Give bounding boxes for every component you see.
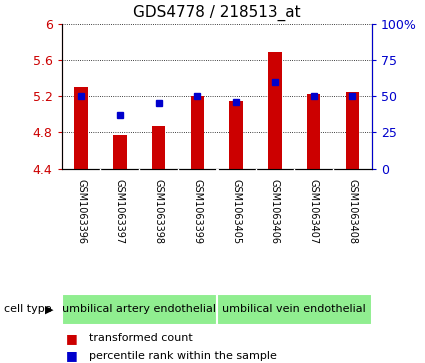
Text: umbilical vein endothelial: umbilical vein endothelial: [222, 305, 366, 314]
Bar: [62, 294, 217, 325]
Text: GSM1063397: GSM1063397: [115, 179, 125, 244]
Text: GSM1063407: GSM1063407: [309, 179, 319, 244]
Title: GDS4778 / 218513_at: GDS4778 / 218513_at: [133, 5, 300, 21]
Bar: [217, 294, 372, 325]
Bar: [113, 135, 127, 169]
Text: transformed count: transformed count: [89, 333, 193, 343]
Text: ■: ■: [66, 349, 78, 362]
Bar: [74, 87, 88, 169]
Bar: [268, 52, 282, 169]
Text: percentile rank within the sample: percentile rank within the sample: [89, 351, 277, 361]
Text: GSM1063399: GSM1063399: [193, 179, 202, 244]
Text: ▶: ▶: [45, 305, 53, 314]
Text: GSM1063406: GSM1063406: [270, 179, 280, 244]
Text: cell type: cell type: [4, 305, 52, 314]
Bar: [230, 101, 243, 169]
Text: GSM1063405: GSM1063405: [231, 179, 241, 244]
Text: GSM1063398: GSM1063398: [153, 179, 164, 244]
Bar: [307, 94, 320, 169]
Text: GSM1063396: GSM1063396: [76, 179, 86, 244]
Text: umbilical artery endothelial: umbilical artery endothelial: [62, 305, 216, 314]
Bar: [190, 96, 204, 169]
Text: ■: ■: [66, 332, 78, 345]
Bar: [152, 126, 165, 169]
Bar: [346, 92, 359, 169]
Text: GSM1063408: GSM1063408: [348, 179, 357, 244]
